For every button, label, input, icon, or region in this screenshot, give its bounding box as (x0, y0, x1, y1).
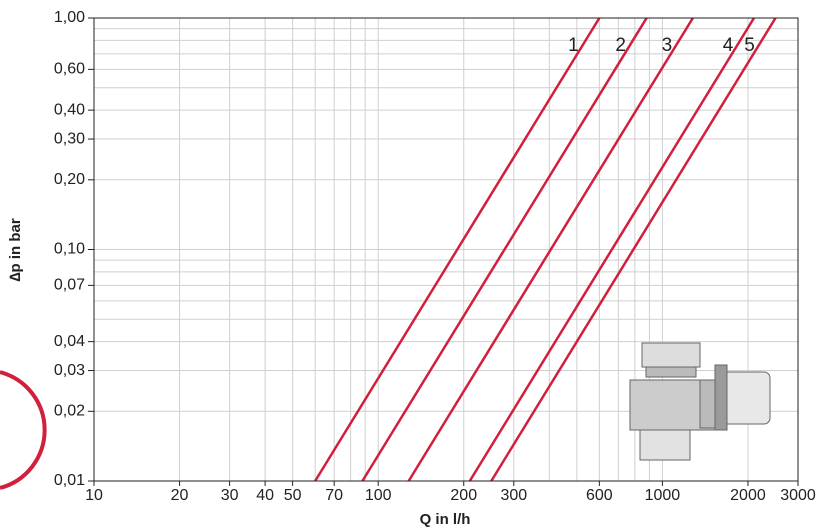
y-tick-label: 0,01 (54, 472, 85, 489)
series-label: 2 (615, 35, 626, 56)
valve-icon (630, 343, 770, 460)
series-label: 1 (568, 35, 579, 56)
chart: Q in l/h ∆p in bar 10 20 30 40 50 70 100 200 300… (0, 0, 830, 531)
x-tick-label: 100 (365, 487, 392, 504)
x-tick-label: 30 (221, 487, 239, 504)
y-tick-label: 0,60 (54, 61, 85, 78)
x-tick-label: 3000 (780, 487, 816, 504)
x-tick-label: 200 (450, 487, 477, 504)
series-label: 4 (723, 35, 734, 56)
y-axis-title: ∆p in bar (7, 218, 24, 282)
y-tick-label: 0,40 (54, 101, 85, 118)
x-tick-label: 20 (171, 487, 189, 504)
series-label: 5 (744, 35, 755, 56)
y-tick-label: 0,10 (54, 241, 85, 258)
x-tick-label: 300 (500, 487, 527, 504)
x-tick-label: 2000 (730, 487, 766, 504)
x-tick-label: 50 (284, 487, 302, 504)
y-tick-label: 0,20 (54, 171, 85, 188)
x-axis-title: Q in l/h (420, 511, 471, 528)
y-tick-label: 0,02 (54, 403, 85, 420)
y-tick-label: 0,04 (54, 333, 85, 350)
x-tick-label: 10 (85, 487, 103, 504)
y-tick-label: 0,03 (54, 362, 85, 379)
y-tick-label: 0,07 (54, 277, 85, 294)
y-tick-label: 0,30 (54, 130, 85, 147)
x-tick-label: 600 (586, 487, 613, 504)
x-tick-label: 1000 (645, 487, 681, 504)
y-tick-label: 1,00 (54, 9, 85, 26)
series-label: 3 (662, 35, 673, 56)
x-tick-label: 70 (325, 487, 343, 504)
side-circle (0, 372, 45, 488)
x-tick-label: 40 (256, 487, 274, 504)
